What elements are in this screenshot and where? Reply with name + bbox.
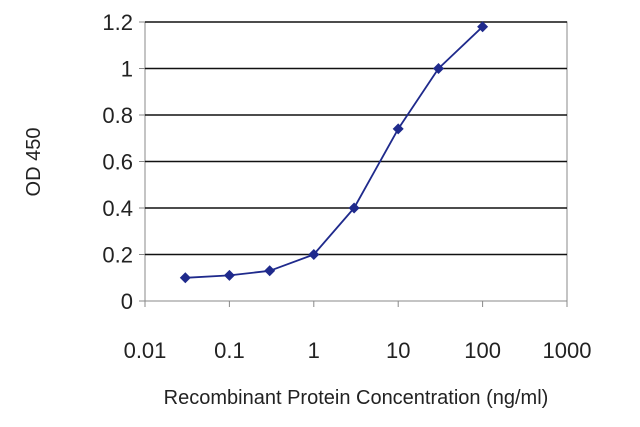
x-tick-label: 100 bbox=[464, 338, 501, 363]
y-tick-label: 0.2 bbox=[102, 243, 133, 268]
y-tick-label: 1 bbox=[121, 57, 133, 82]
data-point-0 bbox=[179, 272, 191, 284]
gridlines bbox=[145, 21, 567, 256]
y-axis-ticks: 0 0.2 0.4 0.6 0.8 1 1.2 bbox=[102, 10, 145, 314]
y-tick-label: 1.2 bbox=[102, 10, 133, 35]
y-tick-label: 0.4 bbox=[102, 196, 133, 221]
y-tick-label: 0.8 bbox=[102, 103, 133, 128]
data-point-1 bbox=[223, 269, 235, 281]
x-axis-title: Recombinant Protein Concentration (ng/ml… bbox=[164, 387, 549, 409]
data-point-2 bbox=[264, 265, 276, 277]
data-point-5 bbox=[392, 123, 404, 135]
data-points bbox=[179, 21, 489, 284]
plot-area bbox=[144, 21, 568, 302]
data-point-4 bbox=[348, 202, 360, 214]
x-tick-label: 10 bbox=[386, 338, 410, 363]
x-tick-label: 1 bbox=[308, 338, 320, 363]
y-axis-title: OD 450 bbox=[23, 128, 45, 197]
data-point-3 bbox=[308, 249, 320, 260]
y-tick-label: 0 bbox=[121, 289, 133, 314]
data-point-7 bbox=[477, 21, 489, 33]
data-point-6 bbox=[433, 63, 444, 74]
x-tick-label: 0.1 bbox=[214, 338, 245, 363]
x-axis-ticks: 0.01 0.1 1 10 100 1000 bbox=[124, 301, 592, 363]
x-tick-label: 1000 bbox=[543, 338, 592, 363]
x-tick-label: 0.01 bbox=[124, 338, 167, 363]
series-line-0 bbox=[185, 26, 484, 279]
series-line bbox=[185, 26, 484, 279]
y-tick-label: 0.6 bbox=[102, 150, 133, 175]
